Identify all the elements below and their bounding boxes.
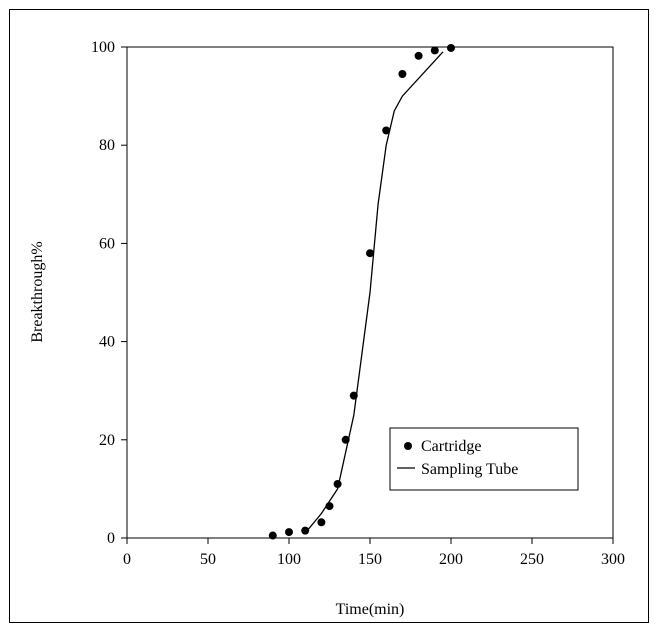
cartridge-point	[341, 435, 350, 444]
cartridge-point	[398, 70, 407, 79]
x-tick-label: 50	[200, 551, 216, 568]
cartridge-point	[414, 51, 423, 60]
y-tick-label: 40	[99, 334, 115, 351]
legend: Cartridge Sampling Tube	[389, 427, 579, 491]
x-tick-label: 0	[123, 551, 131, 568]
y-tick-label: 80	[99, 137, 115, 154]
cartridge-point	[268, 531, 277, 540]
cartridge-point	[382, 126, 391, 135]
legend-box	[389, 427, 579, 491]
cartridge-series	[268, 43, 455, 540]
y-tick-label: 20	[99, 432, 115, 449]
cartridge-point	[349, 391, 358, 400]
x-axis-label: Time(min)	[336, 601, 405, 618]
x-tick-label: 200	[439, 551, 463, 568]
y-tick-label: 60	[99, 235, 115, 252]
y-tick-label: 100	[91, 39, 115, 56]
sampling-tube-line	[304, 51, 444, 534]
legend-label-sampling-tube: Sampling Tube	[421, 461, 518, 478]
x-tick-label: 300	[601, 551, 625, 568]
legend-marker-cartridge	[404, 442, 412, 450]
y-axis-label: Breakthrough%	[29, 241, 46, 342]
cartridge-point	[285, 528, 293, 537]
cartridge-point	[366, 249, 374, 258]
chart-frame	[9, 9, 649, 623]
x-tick-label: 250	[520, 551, 544, 568]
cartridge-point	[430, 46, 439, 55]
sampling-tube-series	[304, 51, 444, 534]
x-tick-label: 100	[277, 551, 301, 568]
cartridge-point	[317, 518, 326, 527]
cartridge-point	[447, 43, 455, 52]
x-tick-label: 150	[358, 551, 382, 568]
y-tick-label: 0	[107, 530, 115, 547]
legend-label-cartridge: Cartridge	[421, 438, 481, 455]
cartridge-point	[325, 502, 334, 511]
ticks: 0 50 100 150 200 250 300 0 20 40 60 80 100	[91, 39, 625, 568]
cartridge-point	[301, 526, 310, 535]
cartridge-point	[333, 479, 342, 488]
